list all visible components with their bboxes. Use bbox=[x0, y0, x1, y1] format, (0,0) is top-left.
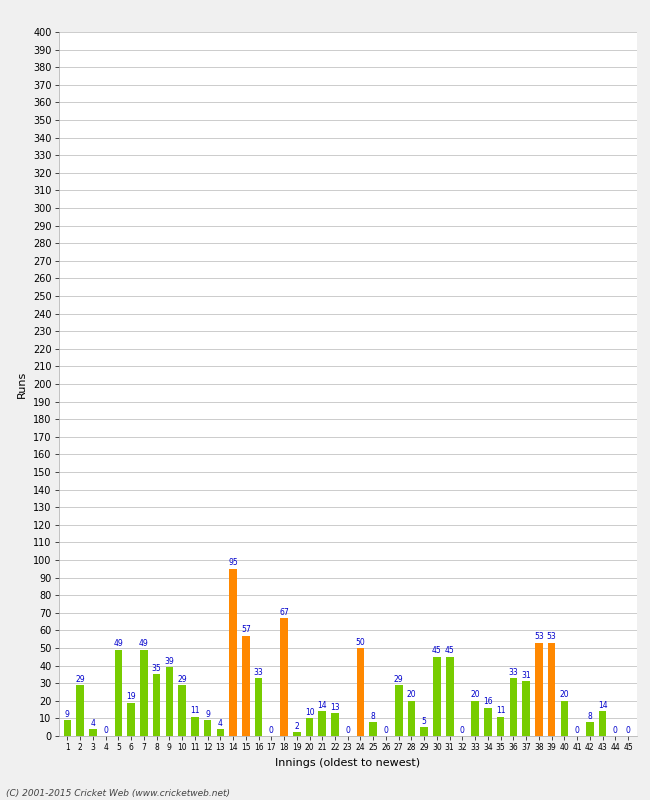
Text: 2: 2 bbox=[294, 722, 299, 731]
Text: 29: 29 bbox=[177, 674, 187, 683]
Text: 67: 67 bbox=[279, 608, 289, 617]
Bar bbox=[535, 642, 543, 736]
Text: 57: 57 bbox=[241, 626, 251, 634]
Bar bbox=[64, 720, 72, 736]
Text: 5: 5 bbox=[422, 717, 426, 726]
Text: 53: 53 bbox=[534, 632, 544, 642]
Bar bbox=[191, 717, 199, 736]
Bar bbox=[203, 720, 211, 736]
Bar bbox=[586, 722, 593, 736]
Text: 10: 10 bbox=[305, 708, 315, 717]
X-axis label: Innings (oldest to newest): Innings (oldest to newest) bbox=[275, 758, 421, 767]
Bar bbox=[280, 618, 288, 736]
Text: 20: 20 bbox=[471, 690, 480, 699]
Bar bbox=[369, 722, 377, 736]
Text: 4: 4 bbox=[90, 718, 96, 727]
Bar bbox=[127, 702, 135, 736]
Text: 95: 95 bbox=[228, 558, 238, 567]
Text: 33: 33 bbox=[508, 667, 518, 677]
Bar bbox=[89, 729, 97, 736]
Bar bbox=[216, 729, 224, 736]
Text: 39: 39 bbox=[164, 657, 174, 666]
Text: 0: 0 bbox=[384, 726, 389, 734]
Text: 49: 49 bbox=[139, 639, 149, 648]
Bar bbox=[471, 701, 479, 736]
Text: 49: 49 bbox=[114, 639, 124, 648]
Bar bbox=[76, 685, 84, 736]
Bar bbox=[446, 657, 454, 736]
Text: 9: 9 bbox=[65, 710, 70, 718]
Text: 11: 11 bbox=[496, 706, 506, 715]
Text: 13: 13 bbox=[330, 702, 340, 712]
Bar bbox=[306, 718, 313, 736]
Text: 9: 9 bbox=[205, 710, 210, 718]
Bar bbox=[166, 667, 173, 736]
Text: 0: 0 bbox=[575, 726, 580, 734]
Text: 29: 29 bbox=[75, 674, 85, 683]
Text: 31: 31 bbox=[521, 671, 531, 680]
Text: 16: 16 bbox=[483, 698, 493, 706]
Bar bbox=[318, 711, 326, 736]
Bar bbox=[255, 678, 263, 736]
Bar bbox=[395, 685, 402, 736]
Bar bbox=[332, 713, 339, 736]
Text: 0: 0 bbox=[460, 726, 465, 734]
Bar bbox=[421, 727, 428, 736]
Text: 20: 20 bbox=[407, 690, 416, 699]
Bar bbox=[357, 648, 364, 736]
Text: 35: 35 bbox=[151, 664, 161, 673]
Bar bbox=[408, 701, 415, 736]
Text: 8: 8 bbox=[371, 711, 376, 721]
Text: 0: 0 bbox=[103, 726, 108, 734]
Bar bbox=[510, 678, 517, 736]
Bar bbox=[548, 642, 556, 736]
Text: 0: 0 bbox=[345, 726, 350, 734]
Text: 0: 0 bbox=[269, 726, 274, 734]
Bar bbox=[153, 674, 161, 736]
Text: 8: 8 bbox=[588, 711, 592, 721]
Bar bbox=[497, 717, 504, 736]
Bar bbox=[523, 682, 530, 736]
Text: 14: 14 bbox=[598, 701, 607, 710]
Bar bbox=[114, 650, 122, 736]
Text: 0: 0 bbox=[613, 726, 617, 734]
Bar bbox=[178, 685, 186, 736]
Text: 4: 4 bbox=[218, 718, 223, 727]
Bar bbox=[140, 650, 148, 736]
Bar bbox=[229, 569, 237, 736]
Text: (C) 2001-2015 Cricket Web (www.cricketweb.net): (C) 2001-2015 Cricket Web (www.cricketwe… bbox=[6, 790, 231, 798]
Text: 20: 20 bbox=[560, 690, 569, 699]
Text: 0: 0 bbox=[626, 726, 630, 734]
Text: 50: 50 bbox=[356, 638, 365, 646]
Text: 19: 19 bbox=[126, 692, 136, 701]
Bar bbox=[293, 733, 300, 736]
Text: 29: 29 bbox=[394, 674, 404, 683]
Text: 14: 14 bbox=[317, 701, 327, 710]
Bar bbox=[484, 708, 492, 736]
Bar bbox=[599, 711, 606, 736]
Y-axis label: Runs: Runs bbox=[18, 370, 27, 398]
Text: 11: 11 bbox=[190, 706, 200, 715]
Text: 45: 45 bbox=[445, 646, 454, 655]
Bar bbox=[433, 657, 441, 736]
Text: 33: 33 bbox=[254, 667, 263, 677]
Text: 53: 53 bbox=[547, 632, 556, 642]
Bar bbox=[560, 701, 568, 736]
Text: 45: 45 bbox=[432, 646, 442, 655]
Bar bbox=[242, 636, 250, 736]
